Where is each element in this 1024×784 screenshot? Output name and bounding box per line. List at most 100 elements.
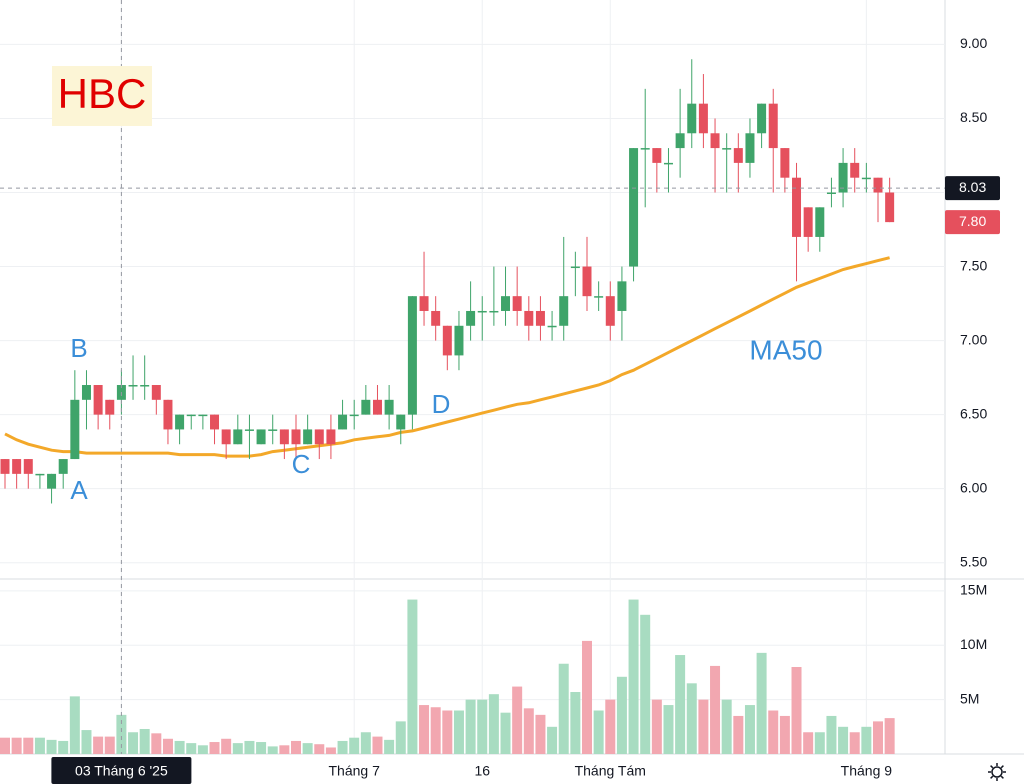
candle-body [547, 325, 557, 328]
volume-bar [710, 665, 721, 754]
volume-bar [884, 718, 895, 754]
candle-body [489, 310, 499, 313]
volume-bar [803, 732, 814, 754]
last-price-label: 7.80 [959, 213, 986, 229]
y-tick-label: 7.50 [960, 257, 987, 273]
y-tick-label: 7.00 [960, 331, 987, 347]
volume-bar [116, 714, 127, 754]
volume-bar [500, 712, 511, 754]
candle-body [745, 133, 755, 163]
y-tick-label: 9.00 [960, 35, 987, 51]
volume-bar [616, 676, 627, 754]
volume-bar [442, 710, 453, 754]
annotation: B [70, 333, 87, 363]
volume-bar [337, 740, 348, 754]
volume-bar [838, 726, 849, 754]
volume-bar [197, 745, 208, 754]
volume-bar [325, 747, 336, 754]
candle-body [803, 207, 813, 237]
volume-bar [721, 699, 732, 754]
volume-bar [384, 739, 395, 754]
candle-body [850, 162, 860, 178]
volume-bar [81, 730, 92, 754]
y-tick-label: 8.50 [960, 109, 987, 125]
candle-body [140, 385, 150, 387]
volume-bar [744, 705, 755, 754]
volume-tick-label: 10M [960, 636, 987, 652]
volume-bar [861, 726, 872, 754]
candle-body [559, 296, 569, 326]
volume-bar [605, 699, 616, 754]
candle-body [233, 429, 243, 445]
volume-bar [512, 686, 523, 754]
volume-bar [58, 740, 69, 754]
candle-body [58, 459, 68, 474]
last-price-box [945, 210, 1000, 235]
volume-bar [372, 736, 383, 754]
crosshair-price-box [945, 176, 1000, 201]
candle-body [652, 148, 662, 163]
volume-bar [453, 710, 464, 754]
candle-body [186, 414, 196, 417]
volume-bar [139, 728, 150, 754]
gear-teeth[interactable] [988, 763, 1006, 781]
crosshair-time-box [51, 757, 192, 784]
x-tick-label: Tháng Tám [575, 763, 646, 779]
candle-body [442, 325, 452, 356]
candle-body [757, 103, 767, 134]
candle-body [396, 414, 406, 430]
candle-body [198, 414, 208, 417]
candle-body [698, 103, 708, 134]
volume-bar [558, 663, 569, 754]
volume-bar [256, 742, 267, 754]
crosshair-price-label: 8.03 [959, 179, 986, 195]
candle-body [361, 399, 371, 415]
volume-bar [209, 742, 220, 754]
volume-bar [34, 737, 45, 754]
candle-body [629, 148, 639, 267]
x-tick-label: Tháng 9 [841, 763, 893, 779]
gear-ring[interactable] [991, 766, 1003, 778]
candle-body [792, 177, 802, 237]
candle-body [826, 192, 836, 195]
volume-bar [535, 714, 546, 754]
candle-body [477, 310, 487, 313]
candle-body [594, 296, 604, 298]
candle-body [35, 473, 45, 476]
candle-body [291, 429, 301, 445]
volume-bar [547, 726, 558, 754]
volume-bar [104, 736, 115, 754]
candle-body [384, 399, 394, 415]
volume-bar [244, 740, 255, 754]
candle-body [93, 385, 103, 415]
volume-bar [279, 745, 290, 754]
candle-body [419, 296, 429, 311]
volume-bar [698, 699, 709, 754]
volume-bar [791, 667, 802, 754]
candle-body [221, 429, 231, 445]
candle-body [454, 325, 464, 356]
volume-bar [523, 708, 534, 754]
volume-bar [686, 683, 697, 754]
ma-line [4, 256, 890, 458]
y-tick-label: 6.00 [960, 479, 987, 495]
y-tick-label: 5.50 [960, 553, 987, 569]
x-tick-label: Tháng 7 [329, 763, 381, 779]
candle-body [466, 310, 476, 326]
candle-body [407, 296, 417, 415]
volume-tick-label: 15M [960, 582, 987, 598]
volume-bar [849, 732, 860, 754]
volume-bar [593, 710, 604, 754]
settings-icon[interactable] [988, 763, 1006, 781]
volume-bar [93, 736, 104, 754]
x-tick-label: 16 [474, 763, 490, 779]
candle-body [81, 385, 91, 400]
candle-body [605, 296, 615, 326]
candle-body [175, 414, 185, 430]
candle-body [640, 148, 650, 150]
candle-body [780, 148, 790, 178]
candle-body [349, 414, 359, 417]
candle-body [710, 133, 720, 149]
